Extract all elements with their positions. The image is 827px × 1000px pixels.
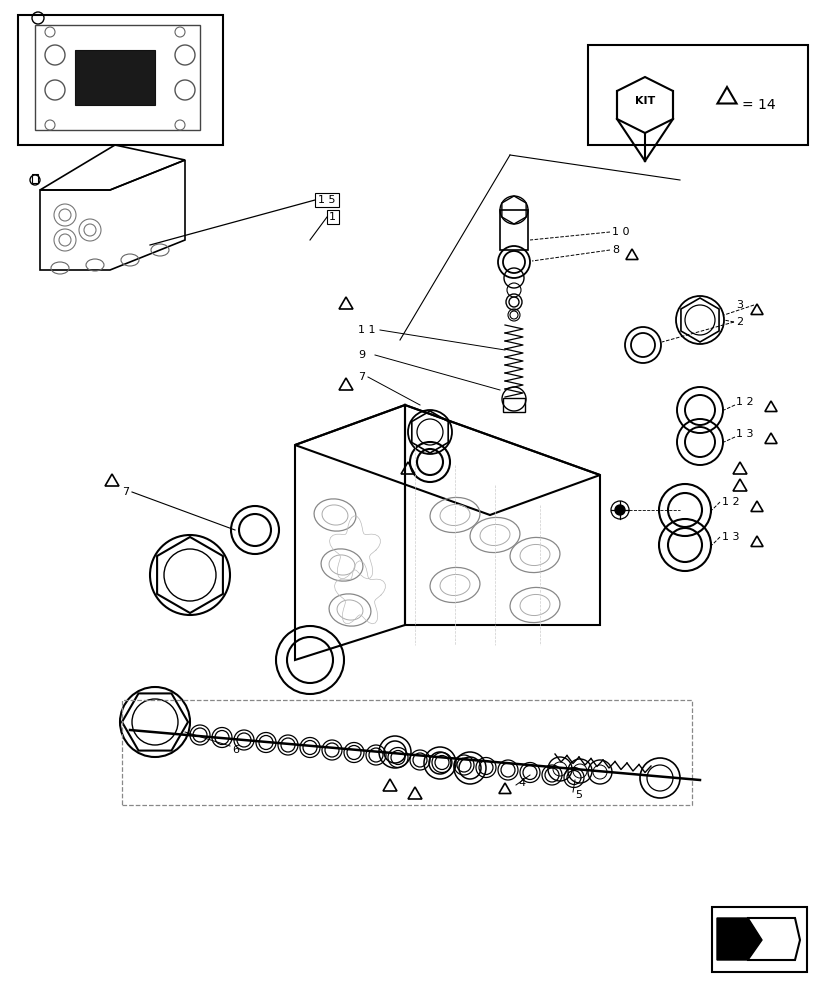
Text: = 14: = 14 <box>741 98 775 112</box>
Text: 1 3: 1 3 <box>721 532 739 542</box>
Text: 9: 9 <box>357 350 365 360</box>
Text: 7: 7 <box>357 372 365 382</box>
Text: 3: 3 <box>735 300 742 310</box>
Text: 8: 8 <box>611 245 619 255</box>
Text: 5: 5 <box>574 790 581 800</box>
Bar <box>314 193 338 207</box>
Bar <box>587 45 807 145</box>
Text: 4: 4 <box>518 778 524 788</box>
Circle shape <box>614 505 624 515</box>
Bar <box>18 15 222 145</box>
Text: 1: 1 <box>328 212 336 222</box>
Text: 1 2: 1 2 <box>735 397 753 407</box>
Bar <box>500 210 528 250</box>
Text: 1 1: 1 1 <box>357 325 375 335</box>
Text: 2: 2 <box>735 317 742 327</box>
Text: 1 0: 1 0 <box>611 227 629 237</box>
Text: 6: 6 <box>232 745 239 755</box>
Text: 1 5: 1 5 <box>318 195 335 205</box>
Polygon shape <box>716 918 761 960</box>
Bar <box>32 174 38 183</box>
Bar <box>711 907 806 972</box>
Bar <box>327 210 338 224</box>
Bar <box>502 398 524 412</box>
Bar <box>75 50 155 105</box>
Text: 1 3: 1 3 <box>735 429 753 439</box>
Text: 7: 7 <box>122 487 129 497</box>
Text: 1 2: 1 2 <box>721 497 739 507</box>
Text: KIT: KIT <box>634 96 654 106</box>
